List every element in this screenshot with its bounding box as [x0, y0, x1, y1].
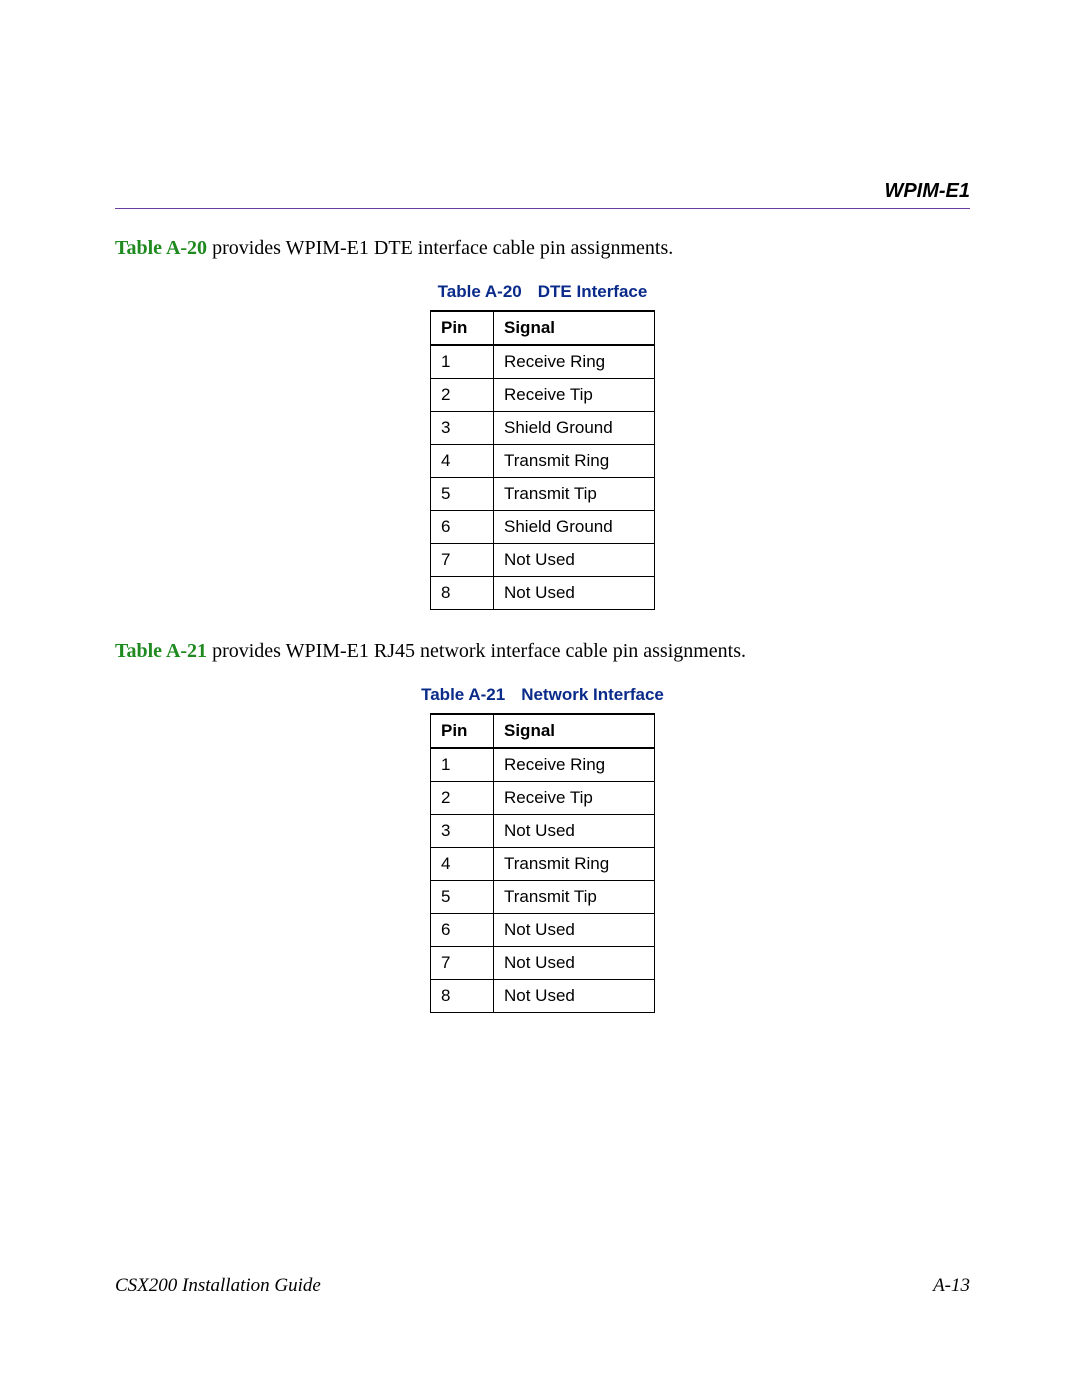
page: WPIM-E1 Table A-20 provides WPIM-E1 DTE … [0, 0, 1080, 1397]
cell-pin: 2 [431, 782, 494, 815]
header-rule [115, 208, 970, 209]
cell-pin: 6 [431, 914, 494, 947]
caption-ref-1: Table A-20 [438, 282, 522, 301]
table-row: 2Receive Tip [431, 379, 655, 412]
table-row: 1Receive Ring [431, 748, 655, 782]
header-section-title: WPIM-E1 [115, 180, 970, 208]
cell-pin: 5 [431, 478, 494, 511]
cell-signal: Not Used [494, 577, 655, 610]
table-row: 6Not Used [431, 914, 655, 947]
table-row: 3Not Used [431, 815, 655, 848]
table-header-row: Pin Signal [431, 311, 655, 345]
table-caption-1: Table A-20 DTE Interface [115, 282, 970, 302]
intro-rest-2: provides WPIM-E1 RJ45 network interface … [207, 640, 746, 662]
cell-pin: 3 [431, 412, 494, 445]
cell-signal: Transmit Tip [494, 881, 655, 914]
table-row: 5Transmit Tip [431, 881, 655, 914]
cell-signal: Not Used [494, 947, 655, 980]
cell-pin: 8 [431, 577, 494, 610]
cell-pin: 7 [431, 544, 494, 577]
footer-left: CSX200 Installation Guide [115, 1275, 321, 1297]
cell-pin: 4 [431, 848, 494, 881]
footer: CSX200 Installation Guide A-13 [115, 1275, 970, 1297]
cell-pin: 4 [431, 445, 494, 478]
caption-ref-2: Table A-21 [421, 685, 505, 704]
table-row: 7Not Used [431, 947, 655, 980]
cell-signal: Not Used [494, 815, 655, 848]
cell-signal: Not Used [494, 980, 655, 1013]
cell-signal: Not Used [494, 914, 655, 947]
cell-pin: 5 [431, 881, 494, 914]
table-row: 3Shield Ground [431, 412, 655, 445]
table-dte-interface: Pin Signal 1Receive Ring2Receive Tip3Shi… [430, 310, 655, 610]
footer-right: A-13 [933, 1275, 970, 1297]
table-row: 7Not Used [431, 544, 655, 577]
cell-signal: Receive Ring [494, 345, 655, 379]
intro-line-1: Table A-20 provides WPIM-E1 DTE interfac… [115, 237, 970, 260]
table-row: 4Transmit Ring [431, 445, 655, 478]
intro-line-2: Table A-21 provides WPIM-E1 RJ45 network… [115, 640, 970, 663]
cell-pin: 8 [431, 980, 494, 1013]
table-row: 5Transmit Tip [431, 478, 655, 511]
intro-rest-1: provides WPIM-E1 DTE interface cable pin… [207, 237, 673, 259]
caption-title-2: Network Interface [521, 685, 664, 704]
cell-pin: 6 [431, 511, 494, 544]
table-caption-2: Table A-21 Network Interface [115, 685, 970, 705]
table-row: 8Not Used [431, 577, 655, 610]
col-header-signal: Signal [494, 311, 655, 345]
col-header-pin: Pin [431, 311, 494, 345]
cell-signal: Shield Ground [494, 511, 655, 544]
cell-pin: 3 [431, 815, 494, 848]
cell-signal: Transmit Ring [494, 445, 655, 478]
cell-pin: 2 [431, 379, 494, 412]
table2-body: 1Receive Ring2Receive Tip3Not Used4Trans… [431, 748, 655, 1013]
table-row: 6Shield Ground [431, 511, 655, 544]
cell-signal: Not Used [494, 544, 655, 577]
table-row: 8Not Used [431, 980, 655, 1013]
cell-signal: Receive Tip [494, 379, 655, 412]
cell-pin: 1 [431, 345, 494, 379]
cell-signal: Shield Ground [494, 412, 655, 445]
table1-body: 1Receive Ring2Receive Tip3Shield Ground4… [431, 345, 655, 610]
table-row: 1Receive Ring [431, 345, 655, 379]
cell-signal: Receive Ring [494, 748, 655, 782]
table-ref-1: Table A-20 [115, 237, 207, 259]
table-ref-2: Table A-21 [115, 640, 207, 662]
cell-signal: Receive Tip [494, 782, 655, 815]
col-header-signal: Signal [494, 714, 655, 748]
table-row: 4Transmit Ring [431, 848, 655, 881]
cell-signal: Transmit Tip [494, 478, 655, 511]
cell-pin: 1 [431, 748, 494, 782]
table-network-interface: Pin Signal 1Receive Ring2Receive Tip3Not… [430, 713, 655, 1013]
col-header-pin: Pin [431, 714, 494, 748]
caption-title-1: DTE Interface [538, 282, 648, 301]
table-header-row: Pin Signal [431, 714, 655, 748]
cell-pin: 7 [431, 947, 494, 980]
cell-signal: Transmit Ring [494, 848, 655, 881]
table-row: 2Receive Tip [431, 782, 655, 815]
